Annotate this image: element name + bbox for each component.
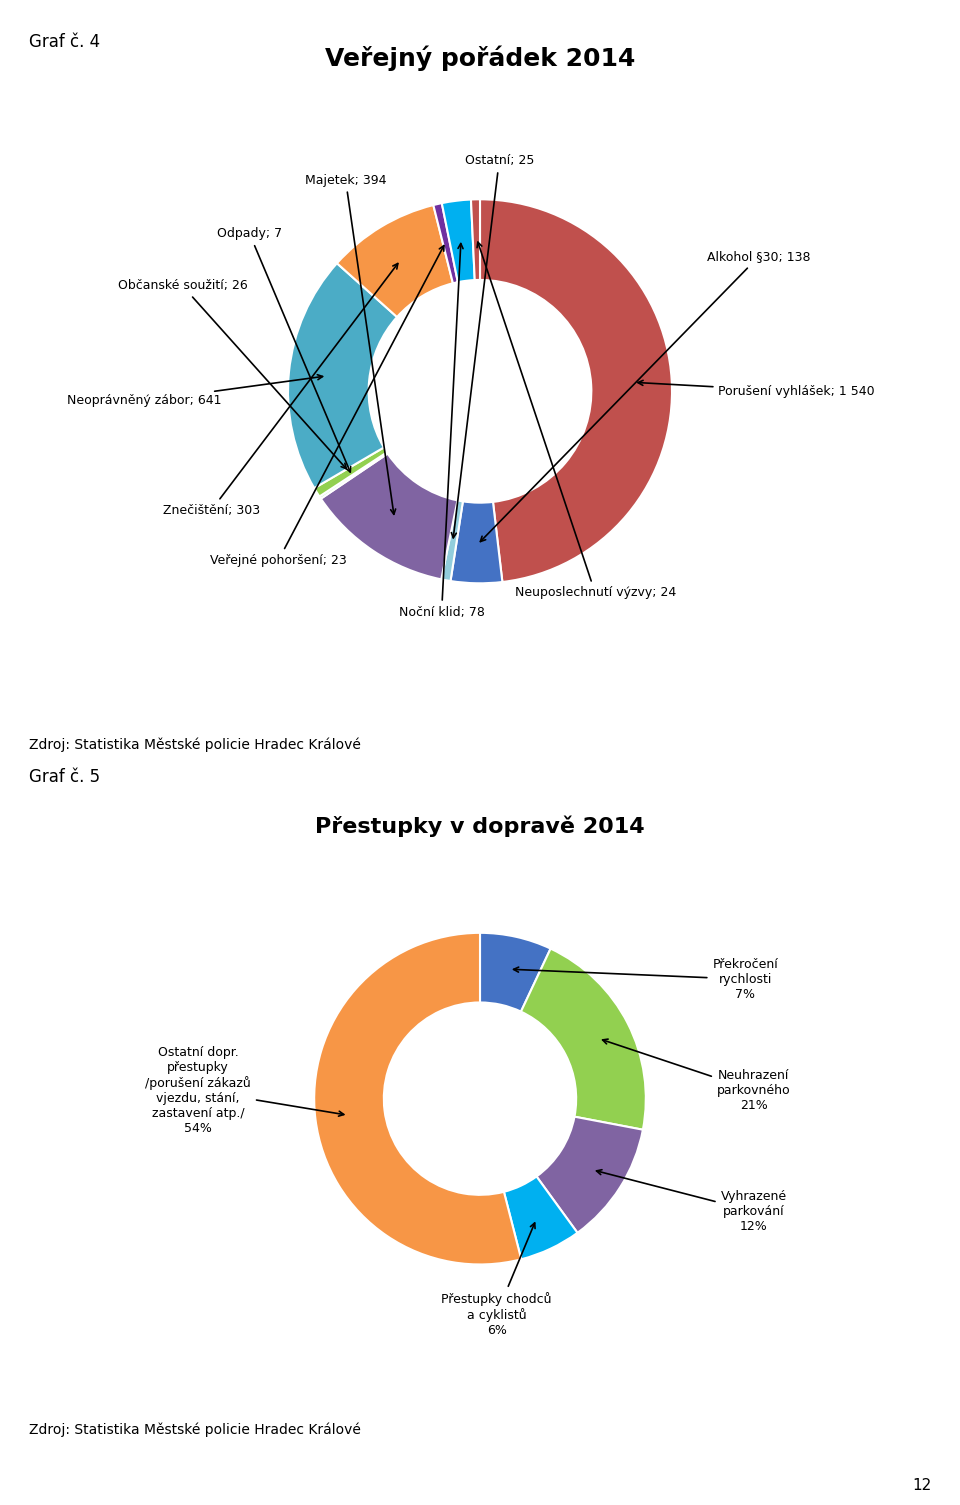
Text: Graf č. 5: Graf č. 5 — [29, 768, 100, 786]
Wedge shape — [314, 933, 521, 1264]
Wedge shape — [450, 501, 502, 584]
Wedge shape — [314, 447, 387, 497]
Text: Přestupky v dopravě 2014: Přestupky v dopravě 2014 — [315, 816, 645, 837]
Wedge shape — [521, 948, 646, 1130]
Text: Veřejné pohoršení; 23: Veřejné pohoršení; 23 — [210, 245, 444, 567]
Text: Majetek; 394: Majetek; 394 — [305, 173, 396, 515]
Text: Přestupky chodců
a cyklistů
6%: Přestupky chodců a cyklistů 6% — [442, 1224, 552, 1336]
Text: Občanské soužití; 26: Občanské soužití; 26 — [117, 280, 347, 468]
Text: Porušení vyhlášek; 1 540: Porušení vyhlášek; 1 540 — [638, 381, 876, 397]
Text: Ostatní; 25: Ostatní; 25 — [451, 155, 534, 537]
Text: Překročení
rychlosti
7%: Překročení rychlosti 7% — [514, 957, 779, 1001]
Text: 12: 12 — [912, 1478, 931, 1493]
Text: Neoprávněný zábor; 641: Neoprávněný zábor; 641 — [67, 375, 323, 408]
Wedge shape — [288, 263, 397, 488]
Wedge shape — [321, 453, 458, 579]
Text: Vyhrazené
parkování
12%: Vyhrazené parkování 12% — [596, 1169, 786, 1233]
Wedge shape — [433, 203, 458, 283]
Text: Zdroj: Statistika Městské policie Hradec Králové: Zdroj: Statistika Městské policie Hradec… — [29, 737, 361, 752]
Wedge shape — [471, 199, 480, 280]
Wedge shape — [504, 1177, 578, 1260]
Wedge shape — [442, 500, 463, 581]
Text: Veřejný pořádek 2014: Veřejný pořádek 2014 — [324, 45, 636, 71]
Wedge shape — [480, 933, 551, 1011]
Text: Znečištění; 303: Znečištění; 303 — [162, 263, 397, 516]
Text: Graf č. 4: Graf č. 4 — [29, 33, 100, 51]
Text: Zdroj: Statistika Městské policie Hradec Králové: Zdroj: Statistika Městské policie Hradec… — [29, 1422, 361, 1437]
Text: Neuhrazení
parkovného
21%: Neuhrazení parkovného 21% — [603, 1038, 790, 1112]
Wedge shape — [337, 205, 453, 318]
Text: Neuposlechnutí výzvy; 24: Neuposlechnutí výzvy; 24 — [477, 242, 676, 599]
Text: Alkohol §30; 138: Alkohol §30; 138 — [480, 250, 810, 542]
Wedge shape — [442, 200, 475, 281]
Text: Ostatní dopr.
přestupky
/porušení zákazů
vjezdu, stání,
zastavení atp./
54%: Ostatní dopr. přestupky /porušení zákazů… — [145, 1046, 344, 1135]
Wedge shape — [480, 199, 672, 582]
Wedge shape — [320, 453, 388, 498]
Text: Noční klid; 78: Noční klid; 78 — [398, 244, 485, 619]
Wedge shape — [537, 1117, 643, 1233]
Text: Odpady; 7: Odpady; 7 — [217, 227, 350, 473]
